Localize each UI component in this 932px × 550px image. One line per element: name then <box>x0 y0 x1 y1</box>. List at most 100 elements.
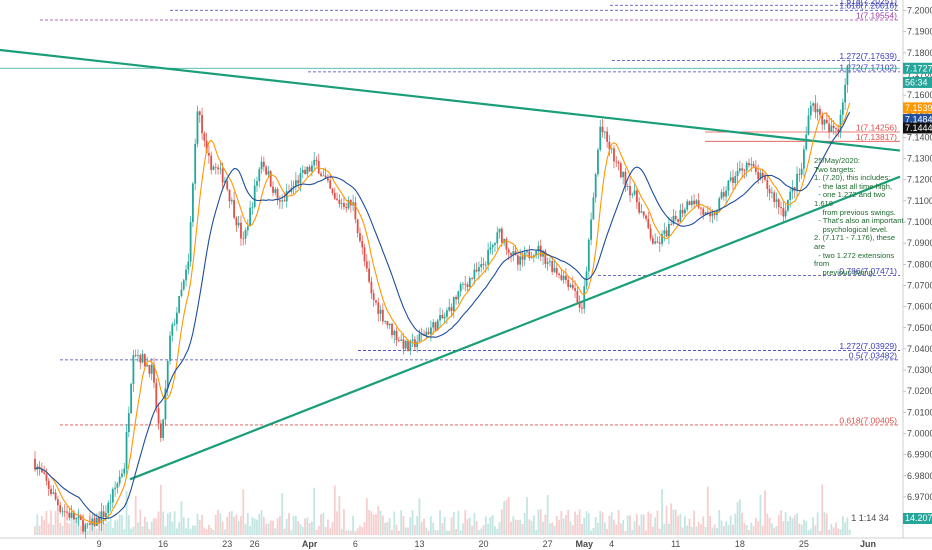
volume-bar <box>773 527 776 535</box>
candle-body <box>185 269 187 281</box>
volume-bar <box>141 526 144 535</box>
volume-bar <box>372 514 375 535</box>
candle-body <box>73 512 75 520</box>
candle-body <box>386 320 389 326</box>
price-tick-label: 6.97000 <box>907 492 932 502</box>
volume-bar <box>697 521 700 535</box>
volume-bar <box>423 518 425 535</box>
volume-bar <box>50 510 52 535</box>
fib-level-label: 1.272(7.17102) <box>839 62 897 72</box>
candle-body <box>571 284 574 289</box>
volume-bar <box>267 523 270 535</box>
fib-level-label: 1(7.19554) <box>856 11 897 21</box>
volume-bar <box>187 518 190 535</box>
price-tick-label: 7.16000 <box>907 90 932 100</box>
volume-bar <box>180 501 183 535</box>
fib-level-label: 0.786(7.07471) <box>839 266 897 276</box>
volume-bar <box>322 512 325 535</box>
time-tick-label: Apr <box>302 539 318 549</box>
candle-body <box>555 268 558 274</box>
price-tag <box>903 114 932 126</box>
fib-levels: 1.618(7.20251)1.618(7.20016)1(7.19554) 1.… <box>0 0 900 425</box>
volume-bar <box>262 517 265 535</box>
volume-bar <box>503 501 506 535</box>
volume-bar <box>301 526 304 535</box>
candle-body <box>681 209 684 214</box>
volume-bar <box>542 521 544 535</box>
volume-bar <box>809 528 812 535</box>
candle-body <box>727 180 730 191</box>
volume-bar <box>297 521 300 535</box>
volume-bar <box>313 487 316 535</box>
volume-bar <box>494 526 496 535</box>
candle-body <box>846 66 849 85</box>
volume-bar <box>761 525 764 535</box>
candle-body <box>68 512 71 518</box>
candle-body <box>816 108 819 113</box>
volume-bar <box>413 524 416 535</box>
candle-body <box>500 228 503 243</box>
candle-body <box>713 213 716 216</box>
volume-bar <box>633 521 636 535</box>
candle-body <box>370 281 373 294</box>
candle-body <box>684 209 686 214</box>
candle-body <box>246 226 249 231</box>
volume-bar <box>132 526 135 535</box>
volume-bar <box>720 520 723 535</box>
candle-body <box>301 169 304 174</box>
volume-bar <box>182 517 185 535</box>
volume-bar <box>306 517 309 535</box>
candle-body <box>482 263 485 265</box>
candle-body <box>507 249 510 253</box>
volume-bar <box>265 523 268 535</box>
candle-body <box>516 255 519 265</box>
volume-bar <box>512 516 515 535</box>
time-tick-label: Jun <box>860 539 876 549</box>
candle-body <box>560 275 563 280</box>
candle-body <box>491 244 494 248</box>
volume-bar <box>381 515 384 535</box>
candle-body <box>166 360 169 389</box>
volume-bar <box>274 528 277 535</box>
volume-bar <box>73 509 75 535</box>
volume-bar <box>535 529 538 535</box>
candle-body <box>253 185 256 207</box>
volume-bar <box>839 529 842 535</box>
volume-bar <box>233 516 235 535</box>
volume-bar <box>219 513 222 535</box>
candle-body <box>267 171 270 175</box>
candle-body <box>194 143 197 184</box>
volume-bar <box>727 524 730 535</box>
candle-body <box>629 185 631 196</box>
volume-bar <box>393 511 396 535</box>
candle-body <box>812 103 814 106</box>
volume-bar <box>175 528 178 535</box>
candle-body <box>777 199 780 207</box>
volume-bar <box>75 517 78 535</box>
candle-body <box>340 203 343 204</box>
volume-bar <box>601 512 604 535</box>
time-tick-label: 27 <box>543 539 553 549</box>
candle-body <box>313 159 316 166</box>
candle-body <box>574 288 576 291</box>
candle-body <box>807 115 810 135</box>
volume-bar <box>516 520 519 535</box>
candle-body <box>496 232 499 244</box>
volume-bar <box>617 510 620 535</box>
volume-bar <box>109 517 112 535</box>
candle-body <box>137 355 139 356</box>
price-tick-label: 7.20000 <box>907 6 932 16</box>
candle-body <box>789 191 792 200</box>
candle-body <box>549 261 551 263</box>
candle-body <box>377 302 380 314</box>
volume-bar <box>684 516 686 535</box>
candle-body <box>338 199 341 204</box>
candle-body <box>803 149 805 169</box>
volume-bar <box>523 513 526 535</box>
volume-bar <box>324 527 327 535</box>
volume-bar <box>434 530 437 535</box>
candle-body <box>841 102 844 115</box>
price-tick-label: 7.14000 <box>907 132 932 142</box>
volume-bar <box>162 511 165 535</box>
